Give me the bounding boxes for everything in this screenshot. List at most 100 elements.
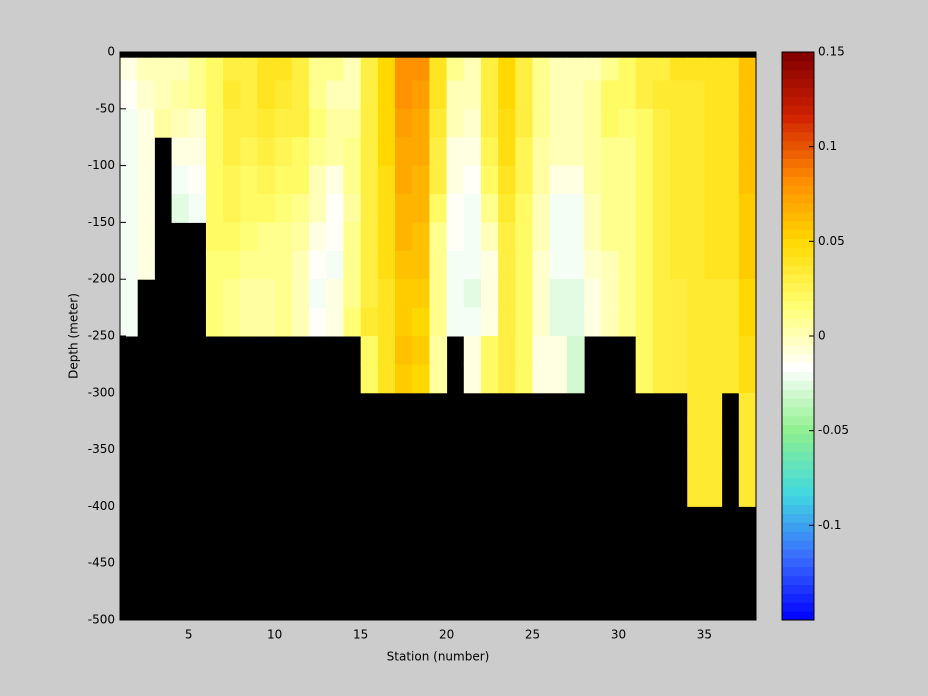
heatmap-cell — [343, 250, 362, 280]
y-tick-label: -150 — [88, 215, 115, 229]
colorbar-swatch — [782, 415, 814, 426]
heatmap-cell — [549, 222, 568, 252]
heatmap-cell — [635, 57, 654, 81]
heatmap-cell — [274, 165, 293, 195]
heatmap-cell — [257, 250, 276, 280]
heatmap-cell — [446, 137, 465, 167]
heatmap-cell — [480, 165, 499, 195]
heatmap-cell — [721, 80, 740, 110]
heatmap-cell — [429, 222, 448, 252]
heatmap-cell — [704, 194, 723, 223]
heatmap-cell — [429, 364, 448, 394]
heatmap-cell — [480, 364, 499, 394]
heatmap-cell — [549, 307, 568, 337]
heatmap-cell — [463, 80, 482, 110]
heatmap-cell — [446, 222, 465, 252]
heatmap-cell — [652, 279, 671, 309]
heatmap-cell — [738, 57, 757, 81]
colorbar-swatch — [782, 194, 814, 204]
heatmap-cell — [205, 222, 224, 252]
heatmap-cell — [549, 108, 568, 138]
heatmap-cell — [395, 194, 413, 223]
colorbar-swatch — [782, 220, 814, 230]
heatmap-cell — [515, 137, 534, 167]
heatmap-cell — [515, 364, 534, 394]
heatmap-cell — [326, 307, 344, 337]
heatmap-cell — [274, 222, 293, 252]
heatmap-cell — [326, 137, 344, 167]
heatmap-cell — [223, 250, 241, 280]
colorbar-swatch — [782, 353, 814, 364]
heatmap-cell — [498, 57, 516, 81]
heatmap-cell — [120, 80, 138, 110]
heatmap-cell — [137, 250, 155, 280]
heatmap-cell — [635, 307, 654, 337]
heatmap-cell — [240, 194, 259, 223]
heatmap-cell — [566, 250, 585, 280]
colorbar-swatch — [782, 131, 814, 142]
heatmap-cell — [601, 108, 619, 138]
colorbar-swatch — [782, 380, 814, 390]
y-tick-label: 0 — [107, 45, 115, 59]
heatmap-cell — [188, 80, 207, 110]
colorbar-swatch — [782, 123, 814, 133]
colorbar-swatch — [782, 398, 814, 408]
heatmap-cell — [738, 279, 757, 309]
heatmap-cell — [635, 80, 654, 110]
colorbar-swatch — [782, 611, 814, 621]
heatmap-cell — [326, 165, 344, 195]
x-tick-label: 15 — [353, 628, 368, 642]
colorbar-swatch — [782, 433, 814, 443]
colorbar-tick-label: -0.05 — [818, 423, 849, 437]
colorbar-tick-label: 0.05 — [818, 234, 845, 248]
heatmap-cell — [257, 307, 276, 337]
heatmap-cell — [377, 80, 396, 110]
heatmap-cell — [687, 250, 705, 280]
heatmap-cell — [480, 194, 499, 223]
colorbar-swatch — [782, 407, 814, 417]
heatmap-cell — [738, 250, 757, 280]
heatmap-cell — [188, 137, 207, 167]
heatmap-cell — [687, 392, 705, 422]
x-tick-label: 5 — [185, 628, 193, 642]
heatmap-cell — [515, 307, 534, 337]
heatmap-cell — [137, 165, 155, 195]
colorbar-swatch — [782, 105, 814, 115]
colorbar-swatch — [782, 327, 814, 337]
heatmap-cell — [635, 279, 654, 309]
heatmap-cell — [360, 80, 379, 110]
heatmap-cell — [480, 57, 499, 81]
heatmap-cell — [309, 279, 327, 309]
heatmap-cell — [704, 165, 723, 195]
colorbar-swatch — [782, 478, 814, 488]
heatmap-cell — [412, 222, 430, 252]
heatmap-cell — [291, 165, 310, 195]
colorbar-swatch — [782, 96, 814, 106]
x-tick-label: 10 — [267, 628, 282, 642]
heatmap-cell — [738, 364, 757, 394]
heatmap-cell — [721, 194, 740, 223]
heatmap-cell — [377, 364, 396, 394]
colorbar-swatch — [782, 256, 814, 266]
heatmap-cell — [738, 222, 757, 252]
heatmap-cell — [463, 137, 482, 167]
heatmap-cell — [480, 336, 499, 365]
heatmap-cell — [515, 165, 534, 195]
colorbar-swatch — [782, 584, 814, 594]
heatmap-cell — [584, 250, 602, 280]
heatmap-cell — [343, 279, 362, 309]
heatmap-cell — [257, 80, 276, 110]
heatmap-cell — [360, 279, 379, 309]
heatmap-cell — [120, 165, 138, 195]
heatmap-cell — [618, 279, 637, 309]
heatmap-cell — [738, 478, 757, 507]
heatmap-cell — [309, 194, 327, 223]
colorbar-swatch — [782, 495, 814, 506]
heatmap-cell — [463, 307, 482, 337]
heatmap-cell — [549, 250, 568, 280]
heatmap-cell — [291, 57, 310, 81]
heatmap-cell — [498, 165, 516, 195]
heatmap-cell — [395, 108, 413, 138]
heatmap-cell — [584, 222, 602, 252]
heatmap-cell — [120, 222, 138, 252]
